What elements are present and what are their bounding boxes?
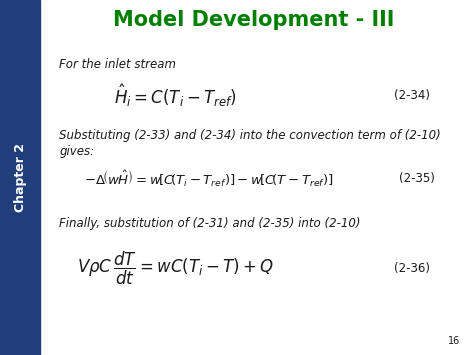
Text: 16: 16	[447, 336, 460, 346]
Text: Substituting (2-33) and (2-34) into the convection term of (2-10): Substituting (2-33) and (2-34) into the …	[59, 129, 441, 142]
Text: (2-34): (2-34)	[394, 89, 430, 102]
Text: $V\rho C\,\dfrac{dT}{dt} = wC\left(T_i - T\right) + Q$: $V\rho C\,\dfrac{dT}{dt} = wC\left(T_i -…	[77, 250, 274, 286]
Text: Model Development - III: Model Development - III	[113, 10, 394, 29]
Text: (2-36): (2-36)	[394, 262, 430, 274]
Text: (2-35): (2-35)	[399, 172, 435, 185]
Text: Finally, substitution of (2-31) and (2-35) into (2-10): Finally, substitution of (2-31) and (2-3…	[59, 217, 361, 230]
Text: $\hat{H}_i = C\left(T_i - T_{ref}\right)$: $\hat{H}_i = C\left(T_i - T_{ref}\right)…	[114, 83, 237, 109]
Bar	[0, 0, 40, 355]
Text: $-\Delta\!\left(w\hat{H}\right) = w\!\left[C\!\left(T_i - T_{ref}\right)\right] : $-\Delta\!\left(w\hat{H}\right) = w\!\le…	[84, 168, 333, 189]
Text: For the inlet stream: For the inlet stream	[59, 58, 176, 71]
Bar	[40, 43, 474, 355]
Text: Chapter 2: Chapter 2	[14, 143, 27, 212]
Text: gives:: gives:	[59, 145, 94, 158]
Bar	[40, 0, 474, 43]
